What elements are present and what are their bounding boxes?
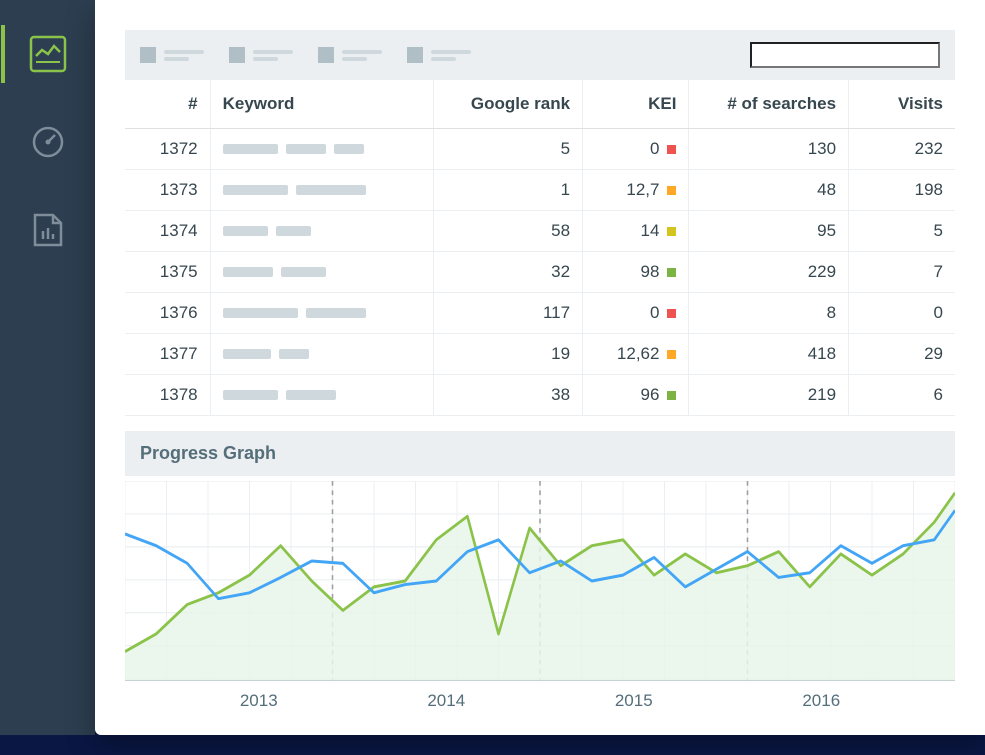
- cell-rank: 117: [434, 293, 583, 334]
- cell-kei: 14: [583, 211, 689, 252]
- cell-rank: 38: [434, 375, 583, 416]
- col-header-num[interactable]: #: [125, 80, 210, 129]
- cell-searches: 229: [689, 252, 849, 293]
- cell-num: 1375: [125, 252, 210, 293]
- toolbar-filter-3[interactable]: [318, 47, 382, 63]
- cell-rank: 58: [434, 211, 583, 252]
- cell-kei: 98: [583, 252, 689, 293]
- chart-x-label: 2013: [240, 691, 278, 711]
- cell-kei: 0: [583, 129, 689, 170]
- table-row[interactable]: 1378 38962196: [125, 375, 955, 416]
- col-header-visits[interactable]: Visits: [849, 80, 955, 129]
- toolbar-filter-4[interactable]: [407, 47, 471, 63]
- progress-chart: [125, 481, 955, 681]
- chart-x-label: 2014: [427, 691, 465, 711]
- chart-x-label: 2016: [802, 691, 840, 711]
- chart-x-axis: 2013 2014 2015 2016: [125, 681, 955, 711]
- toolbar: [125, 30, 955, 80]
- search-input[interactable]: [750, 42, 940, 68]
- cell-visits: 6: [849, 375, 955, 416]
- table-row[interactable]: 1372 50130232: [125, 129, 955, 170]
- cell-num: 1378: [125, 375, 210, 416]
- cell-kei: 0: [583, 293, 689, 334]
- cell-visits: 29: [849, 334, 955, 375]
- toolbar-filter-2[interactable]: [229, 47, 293, 63]
- table-row[interactable]: 1377 1912,6241829: [125, 334, 955, 375]
- chart-x-label: 2015: [615, 691, 653, 711]
- table-row[interactable]: 1375 32982297: [125, 252, 955, 293]
- cell-rank: 1: [434, 170, 583, 211]
- cell-keyword: [210, 211, 433, 252]
- cell-searches: 95: [689, 211, 849, 252]
- table-row[interactable]: 1374 5814955: [125, 211, 955, 252]
- nav-reports[interactable]: [24, 206, 72, 254]
- cell-num: 1372: [125, 129, 210, 170]
- document-icon: [31, 211, 65, 249]
- cell-searches: 8: [689, 293, 849, 334]
- cell-num: 1374: [125, 211, 210, 252]
- filter-icon: [140, 47, 156, 63]
- toolbar-filter-1[interactable]: [140, 47, 204, 63]
- cell-keyword: [210, 170, 433, 211]
- cell-kei: 96: [583, 375, 689, 416]
- cell-searches: 48: [689, 170, 849, 211]
- col-header-searches[interactable]: # of searches: [689, 80, 849, 129]
- cell-kei: 12,62: [583, 334, 689, 375]
- cell-keyword: [210, 375, 433, 416]
- filter-icon: [229, 47, 245, 63]
- cell-searches: 418: [689, 334, 849, 375]
- nav-dashboard[interactable]: [24, 30, 72, 78]
- cell-keyword: [210, 129, 433, 170]
- cell-visits: 198: [849, 170, 955, 211]
- cell-rank: 32: [434, 252, 583, 293]
- col-header-keyword[interactable]: Keyword: [210, 80, 433, 129]
- cell-rank: 5: [434, 129, 583, 170]
- keyword-table: # Keyword Google rank KEI # of searches …: [125, 80, 955, 416]
- cell-num: 1377: [125, 334, 210, 375]
- cell-visits: 0: [849, 293, 955, 334]
- gauge-icon: [30, 124, 66, 160]
- cell-rank: 19: [434, 334, 583, 375]
- cell-keyword: [210, 293, 433, 334]
- filter-icon: [318, 47, 334, 63]
- table-row[interactable]: 1376117080: [125, 293, 955, 334]
- col-header-rank[interactable]: Google rank: [434, 80, 583, 129]
- chart-title: Progress Graph: [125, 431, 955, 476]
- cell-keyword: [210, 334, 433, 375]
- table-row[interactable]: 1373 112,748198: [125, 170, 955, 211]
- filter-icon: [407, 47, 423, 63]
- cell-num: 1373: [125, 170, 210, 211]
- main-panel: # Keyword Google rank KEI # of searches …: [95, 0, 985, 735]
- cell-visits: 7: [849, 252, 955, 293]
- chart-dashboard-icon: [28, 34, 68, 74]
- cell-visits: 232: [849, 129, 955, 170]
- cell-keyword: [210, 252, 433, 293]
- cell-searches: 130: [689, 129, 849, 170]
- cell-searches: 219: [689, 375, 849, 416]
- cell-num: 1376: [125, 293, 210, 334]
- cell-kei: 12,7: [583, 170, 689, 211]
- col-header-kei[interactable]: KEI: [583, 80, 689, 129]
- cell-visits: 5: [849, 211, 955, 252]
- nav-performance[interactable]: [24, 118, 72, 166]
- sidebar: [0, 0, 95, 735]
